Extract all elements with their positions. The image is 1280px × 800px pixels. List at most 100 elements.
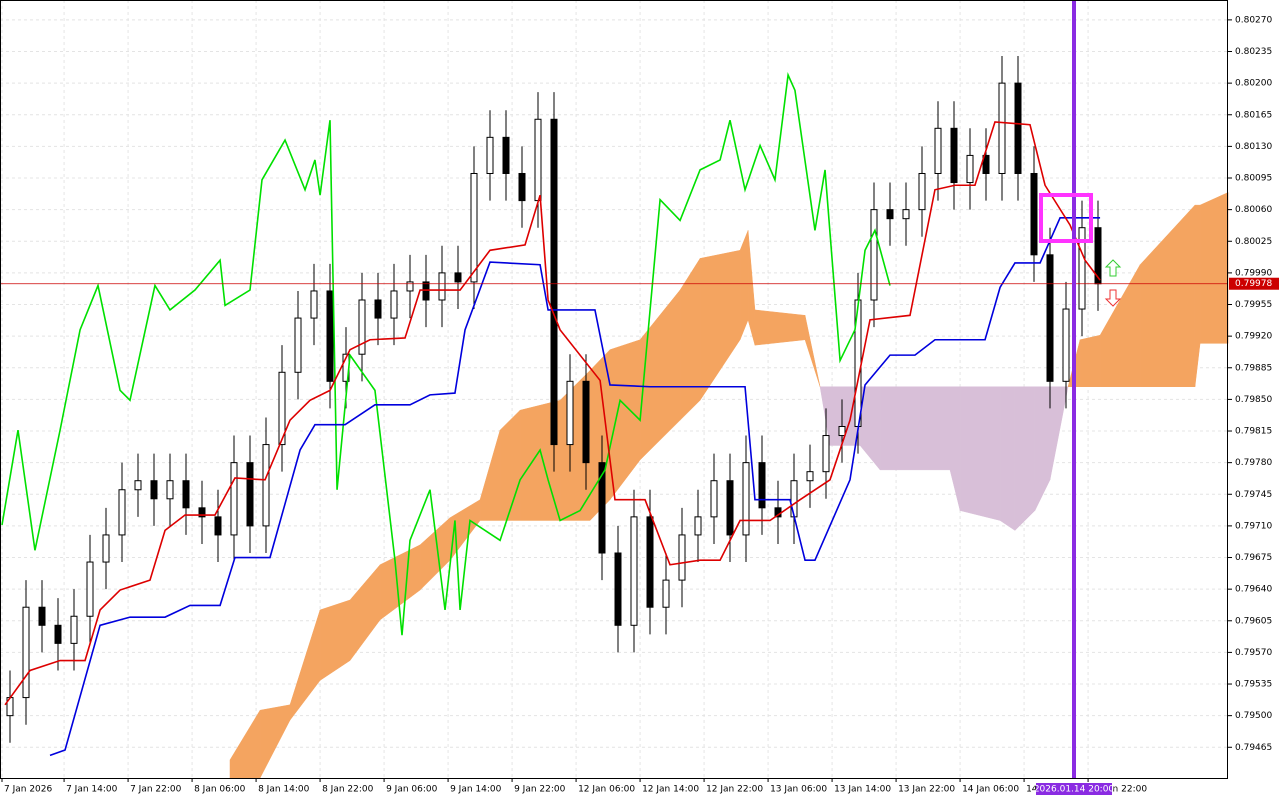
candle-body	[646, 516, 654, 608]
candle-body	[118, 489, 126, 536]
candle-body	[982, 154, 990, 174]
time-label: 2026.01.14 20:00	[1034, 785, 1115, 795]
y-tick-label: 0.80025	[1235, 237, 1272, 247]
cloud-segment	[1079, 334, 1101, 387]
candle-body	[406, 281, 414, 292]
price-label-bg	[1229, 277, 1279, 290]
y-tick-label: 0.80270	[1235, 15, 1272, 25]
candle-body	[886, 209, 894, 220]
candle-body	[966, 154, 974, 184]
candle-body	[710, 480, 718, 518]
x-tick-label: 13 Jan 06:00	[770, 785, 827, 795]
candle-body	[102, 534, 110, 563]
candle-body	[310, 290, 318, 319]
x-tick-label: 14 Jan 06:00	[962, 785, 1019, 795]
candle-body	[550, 118, 558, 446]
candle-body	[806, 471, 814, 482]
y-tick-label: 0.79815	[1235, 427, 1272, 437]
y-tick-label: 0.79990	[1235, 268, 1272, 278]
cloud-segment	[1049, 386, 1069, 480]
x-tick-label: 8 Jan 06:00	[194, 785, 246, 795]
y-tick-label: 0.79605	[1235, 616, 1272, 626]
y-tick-label: 0.80235	[1235, 47, 1272, 57]
candle-body	[198, 507, 206, 518]
indicator-line	[1, 72, 891, 636]
candle-body	[326, 290, 334, 382]
candle-body	[486, 136, 494, 174]
candle-body	[38, 606, 46, 626]
candle-body	[1030, 172, 1038, 256]
candle-body	[86, 561, 94, 617]
candle-body	[54, 624, 62, 644]
candle-body	[950, 127, 958, 184]
y-tick-label: 0.79500	[1235, 711, 1272, 721]
candle-body	[134, 480, 142, 491]
down-arrow	[1104, 289, 1122, 307]
cloud-segment	[879, 386, 951, 471]
y-tick-label: 0.79570	[1235, 648, 1272, 658]
y-tick-label: 0.79885	[1235, 363, 1272, 373]
candle-body	[870, 209, 878, 301]
highlight-box	[1039, 193, 1093, 243]
plot-frame	[0, 0, 1228, 779]
time-label-bg	[1036, 783, 1112, 795]
candle-body	[358, 299, 366, 355]
y-tick-label: 0.80095	[1235, 174, 1272, 184]
cloud-segment	[1199, 192, 1229, 344]
candle-body	[502, 136, 510, 174]
cloud-segment	[804, 315, 821, 387]
y-tick-label: 0.80200	[1235, 79, 1272, 89]
candle-body	[694, 516, 702, 536]
candle-body	[262, 444, 270, 527]
y-tick-label: 0.79920	[1235, 332, 1272, 342]
candle-body	[166, 480, 174, 500]
candle-body	[278, 371, 286, 446]
up-arrow	[1104, 259, 1122, 277]
candle-body	[1062, 308, 1070, 382]
candle-body	[742, 462, 750, 536]
candle-body	[470, 172, 478, 283]
candle-body	[822, 435, 830, 473]
indicator-line	[4, 121, 1101, 706]
candle-body	[790, 480, 798, 518]
y-tick-label: 0.79465	[1235, 743, 1272, 753]
candle-body	[582, 380, 590, 464]
candle-body	[246, 462, 254, 527]
x-tick-label: 9 Jan 22:00	[514, 785, 566, 795]
candle-body	[22, 606, 30, 699]
x-tick-label: 8 Jan 22:00	[322, 785, 374, 795]
x-tick-label: 13 Jan 22:00	[898, 785, 955, 795]
candle-body	[838, 425, 846, 437]
candle-body	[902, 209, 910, 220]
candle-body	[566, 380, 574, 446]
x-tick-label: 12 Jan 22:00	[706, 785, 763, 795]
candle-body	[678, 534, 686, 581]
x-tick-label: 9 Jan 06:00	[386, 785, 438, 795]
candle-body	[934, 127, 942, 174]
candle-body	[1046, 254, 1054, 382]
x-tick-label: 8 Jan 14:00	[258, 785, 310, 795]
cloud-segment	[1014, 386, 1036, 532]
y-tick-label: 0.79675	[1235, 553, 1272, 563]
cloud-segment	[739, 230, 749, 340]
x-tick-label: 12 Jan 06:00	[578, 785, 635, 795]
y-tick-label: 0.79850	[1235, 395, 1272, 405]
candle-body	[662, 579, 670, 608]
cloud-segment	[999, 386, 1016, 531]
y-tick-label: 0.79535	[1235, 680, 1272, 690]
x-tick-label: 12 Jan 14:00	[642, 785, 699, 795]
candle-body	[390, 290, 398, 319]
candle-body	[294, 317, 302, 373]
candle-body	[614, 552, 622, 626]
cloud-segment	[959, 386, 1001, 521]
candle-body	[726, 480, 734, 536]
candle-body	[1014, 82, 1022, 174]
candle-body	[422, 281, 430, 301]
y-tick-label: 0.79955	[1235, 300, 1272, 310]
candle-body	[214, 516, 222, 536]
candle-body	[518, 172, 526, 202]
candle-body	[70, 615, 78, 644]
plot-area	[0, 0, 1229, 779]
